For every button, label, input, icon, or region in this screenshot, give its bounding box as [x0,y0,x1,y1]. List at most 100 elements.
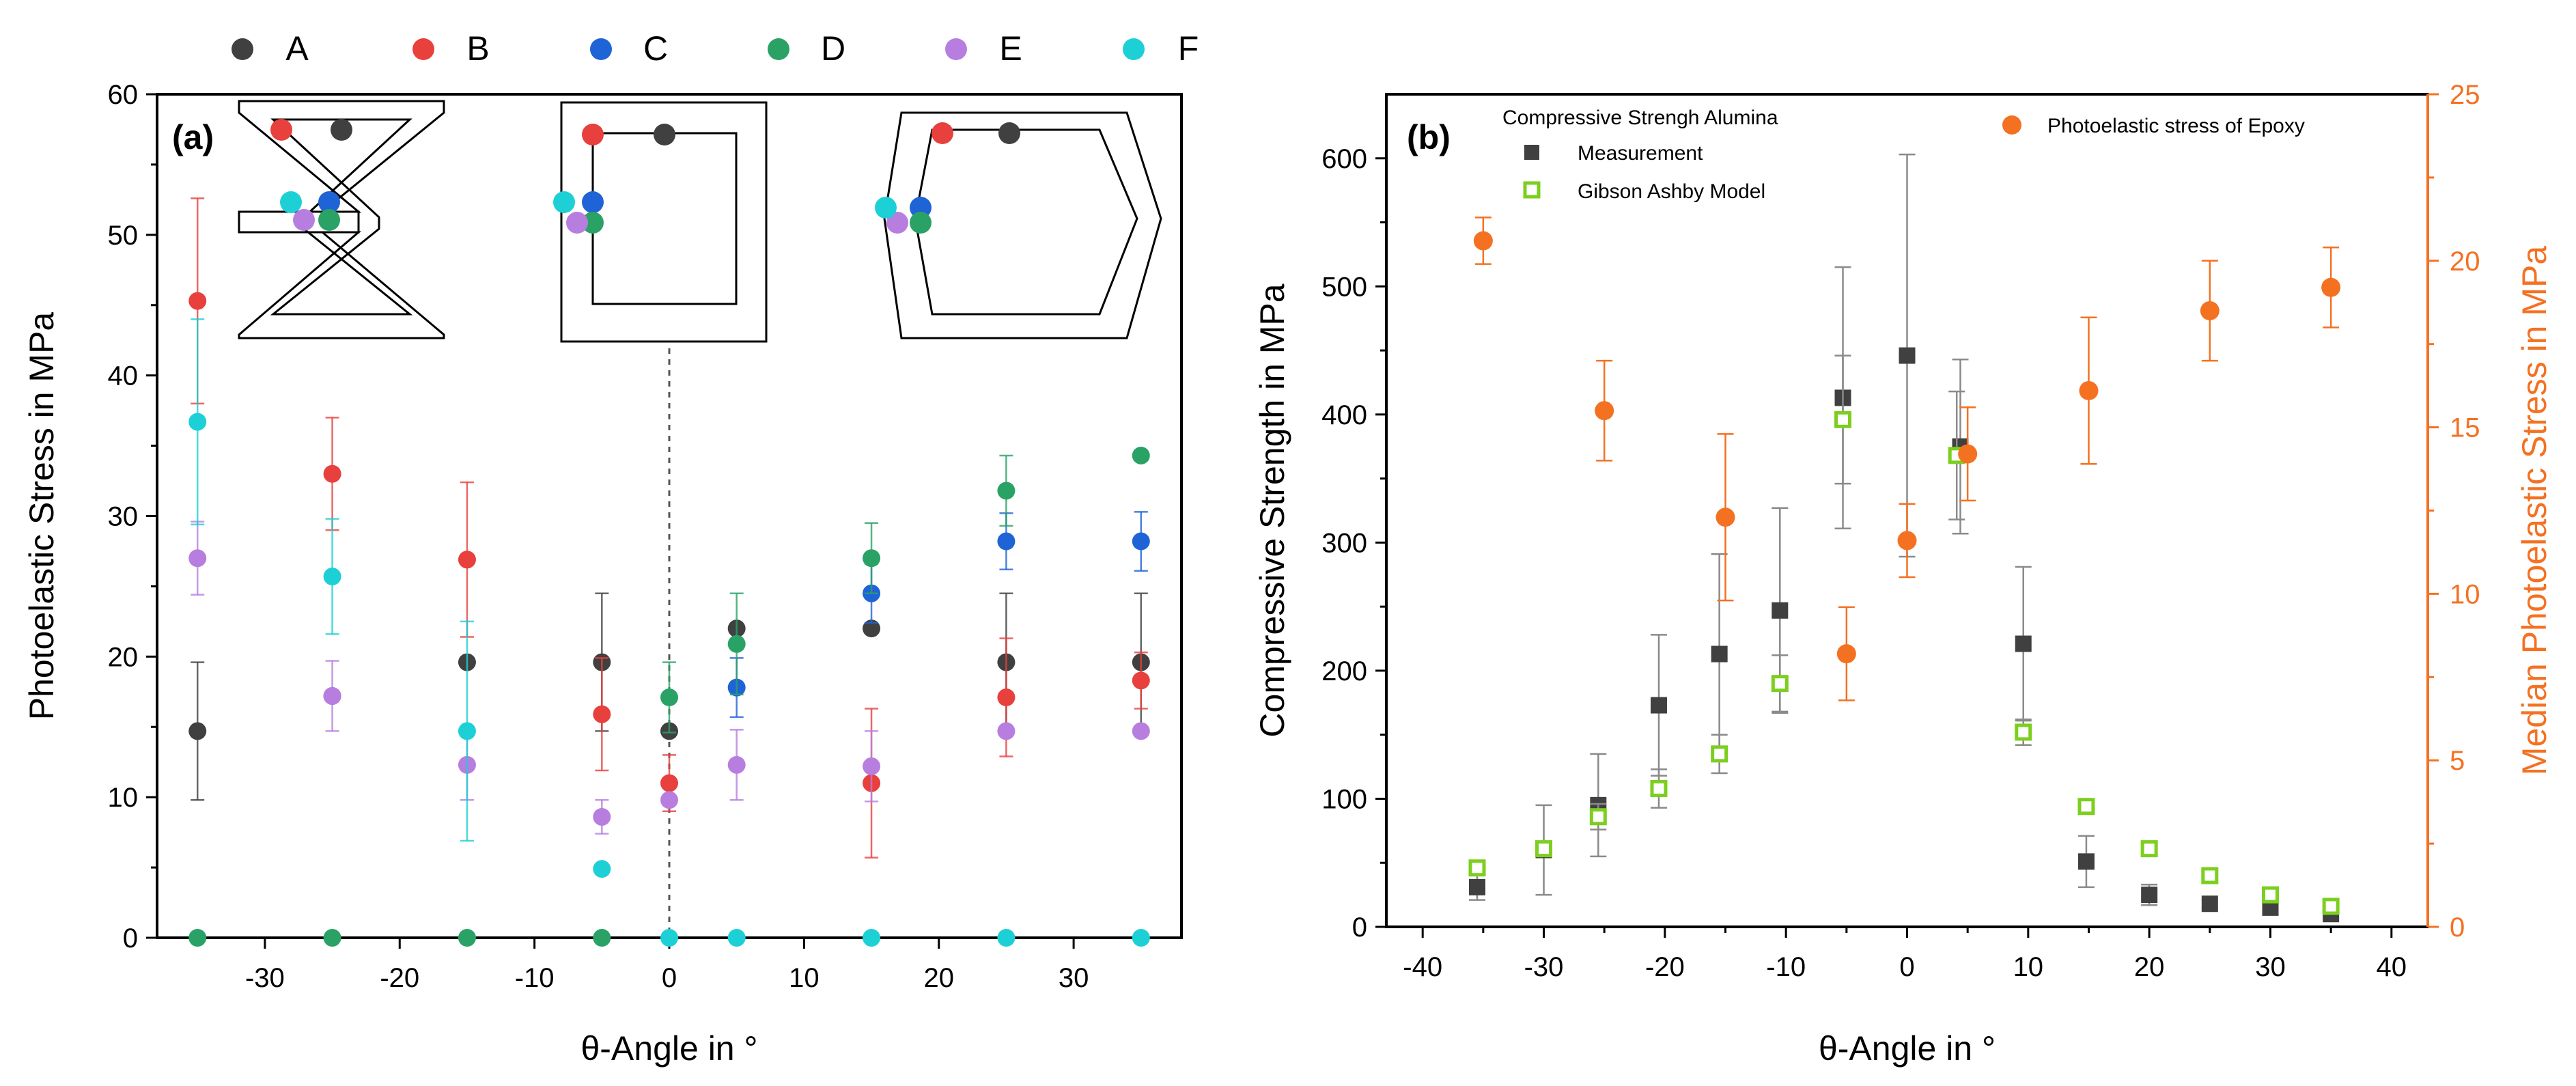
panel-b-y-tick-label: 0 [1352,913,1367,943]
series-b-point [458,551,476,569]
series-f-point [997,929,1016,947]
series-d-point [323,929,341,947]
panel-a-x-tick-label: -10 [515,963,555,993]
legend-a-f-label: F [1178,29,1199,68]
legend-b-gibson-label: Gibson Ashby Model [1578,180,1765,203]
series-b-point [593,705,611,723]
legend-b: Compressive Strengh Alumina Measurement … [1502,107,2305,203]
gibson-ashby-model-point [1711,745,1728,763]
photoelastic-stress-of-epoxy-point [1958,444,1978,464]
gibson-ashby-model-point [2077,798,2095,816]
panel-b-x-axis-title: θ-Angle in ° [1819,1029,1996,1068]
legend-a-c-label: C [643,29,668,68]
legend-a-b-marker [412,38,434,60]
legend-a-d-marker [768,38,789,60]
series-d-point [593,929,611,947]
series-c-point [997,532,1016,551]
panel-a-y-tick-label: 30 [108,502,139,532]
panel-b-x-tick-label: 30 [2255,952,2286,982]
panel-a-y-axis-title: Photoelastic Stress in MPa [23,312,61,721]
measurement-point [1711,645,1728,663]
legend-b-epoxy-marker [2002,115,2021,135]
panel-a: A B C D E F -30 -20 -10 0 10 20 30 0 10 20 30 40 50 60 (a… [23,29,1199,1068]
hourglass-outer-shape [238,100,445,339]
gibson-ashby-model-point [2322,897,2340,915]
panel-b-y2-tick-label: 0 [2450,913,2465,943]
legend-a-d-label: D [821,29,845,68]
panel-b-y-tick-label: 300 [1321,528,1367,558]
gibson-ashby-model-point [2140,840,2158,858]
panel-b-y-tick-label: 100 [1321,784,1367,814]
panel-b-y2-tick-label: 5 [2450,746,2465,776]
hourglass-cell-point-b [270,119,292,141]
panel-b-y-tick-label: 200 [1321,656,1367,686]
panel-b-y-tick-label: 500 [1321,272,1367,302]
panel-a-data [188,197,1150,947]
legend-a-b-label: B [466,29,489,68]
panel-a-x-tick-label: 10 [789,963,820,993]
hexagon-cell-point-f [875,197,897,219]
panel-a-x-tick-label: 20 [923,963,954,993]
legend-a-e-label: E [999,29,1022,68]
series-f-point [593,860,611,878]
hexagon-cell-inset [883,111,1162,339]
panel-b-y-axis-title: Compressive Strength in MPa [1253,283,1291,737]
panel-b-y2-ticks: 0 5 10 15 20 25 [2428,80,2480,943]
panel-a-x-axis-title: θ-Angle in ° [580,1029,757,1068]
series-d-point [727,635,746,653]
panel-a-y-tick-label: 20 [108,642,139,672]
square-cell-point-d [582,212,604,234]
hourglass-cell-point-d [318,209,340,231]
panel-a-x-ticks: -30 -20 -10 0 10 20 30 [196,938,1143,993]
panel-b-x-tick-label: 20 [2134,952,2165,982]
series-f-point [863,929,881,947]
inset-measurement-points [270,119,1020,234]
measurement-point [2077,853,2095,870]
panel-a-x-tick-label: 30 [1059,963,1089,993]
hexagon-cell-point-a [998,122,1020,144]
legend-a-c-marker [590,38,612,60]
series-f-point [727,929,746,947]
panel-a-x-tick-label: -20 [380,963,419,993]
legend-b-epoxy-label: Photoelastic stress of Epoxy [2047,115,2305,137]
measurement-point [2201,895,2218,913]
square-cell-point-c [582,191,604,213]
square-cell-point-a [654,124,675,145]
measurement-point [1468,878,1485,895]
gibson-ashby-model-point [1589,808,1607,826]
gibson-ashby-model-point [2261,886,2279,904]
series-e-point [593,807,611,826]
legend-b-measurement-label: Measurement [1578,142,1703,165]
series-a-point [188,722,207,740]
hourglass-cell-point-e [293,209,315,231]
gibson-ashby-model-point [2201,867,2219,885]
hexagon-cell-point-e [886,212,908,234]
panel-b-y2-tick-label: 10 [2450,579,2480,609]
photoelastic-stress-of-epoxy-point [1897,531,1917,551]
series-e-point [727,755,746,774]
gibson-ashby-model-point [1650,779,1668,797]
gibson-ashby-model-point [2015,723,2032,741]
series-b-point [660,774,678,792]
gibson-ashby-model-point [1468,859,1486,877]
panel-a-y-tick-label: 60 [108,80,139,110]
series-d-point [1132,446,1150,464]
series-d-point [660,688,678,707]
legend-a-e-marker [945,38,967,60]
legend-b-measurement-marker [1524,145,1539,160]
series-f-point [188,413,207,431]
panel-b-x-tick-label: -10 [1766,952,1806,982]
series-d-point [188,929,207,947]
panel-a-x-tick-label: -30 [245,963,285,993]
panel-b-axes: -40 -30 -20 -10 0 10 20 30 40 010020030040050060… [1321,80,2480,982]
series-e-point [660,791,678,809]
gibson-ashby-model-point [1535,840,1553,858]
panel-a-y-tick-label: 10 [108,783,139,813]
hexagon-outer-shape [883,111,1162,339]
hourglass-cell-point-c [318,191,340,213]
panel-b-x-tick-label: 0 [1899,952,1914,982]
panel-a-y-tick-label: 40 [108,361,139,391]
legend-b-gibson-marker [1523,181,1541,199]
series-e-point [997,722,1016,740]
square-cell-point-f [553,191,575,213]
